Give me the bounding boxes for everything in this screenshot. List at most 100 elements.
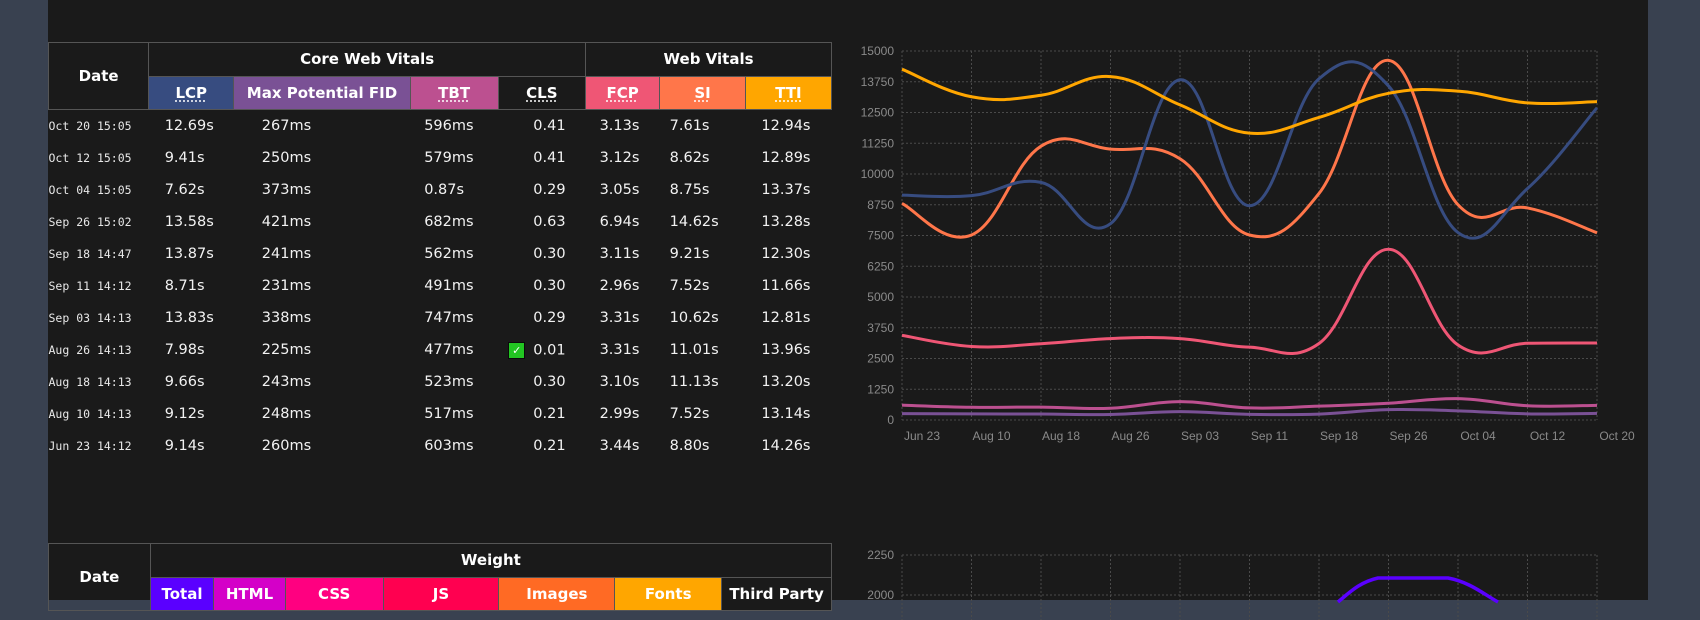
si-cell: 7.61s xyxy=(660,110,746,143)
cls-cell: 0.41 xyxy=(498,142,586,174)
weight-date-header[interactable]: Date xyxy=(49,544,151,611)
tbt-value: 491ms xyxy=(424,278,473,294)
tbt-value: 477ms xyxy=(424,342,473,358)
cls-cell: 0.41 xyxy=(498,110,586,143)
x-tick-label: Sep 18 xyxy=(1320,429,1358,443)
cls-value: 0.41 xyxy=(533,118,565,134)
cls-value: 0.30 xyxy=(533,246,565,262)
fcp-value: 3.31s xyxy=(600,342,640,358)
tti-cell: 11.66s xyxy=(745,270,831,302)
weight-column-header-html[interactable]: HTML xyxy=(214,577,286,611)
fcp-cell: 2.96s xyxy=(586,270,660,302)
date-cell: Sep 03 14:13 xyxy=(49,302,149,334)
column-header-cls[interactable]: CLS xyxy=(498,76,586,110)
lcp-value: 7.98s xyxy=(165,342,205,358)
x-tick-label: Sep 03 xyxy=(1181,429,1219,443)
tbt-value: 579ms xyxy=(424,150,473,166)
cls-cell: 0.29 xyxy=(498,302,586,334)
tbt-value: 517ms xyxy=(424,406,473,422)
tti-value: 13.14s xyxy=(761,406,810,422)
x-tick-label: Aug 26 xyxy=(1111,429,1149,443)
lcp-cell: 7.62s xyxy=(149,174,234,206)
lcp-value: 9.12s xyxy=(165,406,205,422)
x-tick-label: Sep 11 xyxy=(1251,429,1288,443)
fid-cell: 243ms xyxy=(234,366,410,398)
column-header-fcp[interactable]: FCP xyxy=(586,76,660,110)
si-cell: 14.62s xyxy=(660,206,746,238)
column-header-label: SI xyxy=(694,84,710,102)
cls-cell: 0.30 xyxy=(498,366,586,398)
fcp-value: 2.99s xyxy=(600,406,640,422)
fid-value: 373ms xyxy=(262,182,311,198)
tti-value: 12.94s xyxy=(761,118,810,134)
core-web-vitals-header: Core Web Vitals xyxy=(149,43,586,77)
y-tick-label: 12500 xyxy=(861,106,895,120)
date-cell: Oct 12 15:05 xyxy=(49,142,149,174)
weight-column-header-third-party[interactable]: Third Party xyxy=(722,577,832,611)
fcp-value: 6.94s xyxy=(600,214,640,230)
fid-cell: 267ms xyxy=(234,110,410,143)
tbt-cell: 579ms xyxy=(410,142,498,174)
y-tick-label: 1250 xyxy=(867,382,894,396)
cls-cell: 0.21 xyxy=(498,430,586,462)
fid-value: 267ms xyxy=(262,118,311,134)
tbt-cell: 596ms xyxy=(410,110,498,143)
fid-cell: 338ms xyxy=(234,302,410,334)
y-tick-label: 11250 xyxy=(862,136,895,150)
date-cell: Sep 11 14:12 xyxy=(49,270,149,302)
tti-cell: 13.20s xyxy=(745,366,831,398)
column-header-lcp[interactable]: LCP xyxy=(149,76,234,110)
x-tick-label: Oct 12 xyxy=(1530,429,1566,443)
cls-value: 0.29 xyxy=(533,310,565,326)
lcp-value: 8.71s xyxy=(165,278,205,294)
column-header-tti[interactable]: TTI xyxy=(745,76,831,110)
si-cell: 8.62s xyxy=(660,142,746,174)
column-header-max-potential-fid[interactable]: Max Potential FID xyxy=(234,76,410,110)
cls-cell: ✓0.01 xyxy=(498,334,586,366)
column-header-tbt[interactable]: TBT xyxy=(410,76,498,110)
fcp-cell: 6.94s xyxy=(586,206,660,238)
tbt-value: 596ms xyxy=(424,118,473,134)
x-tick-label: Oct 20 xyxy=(1599,429,1635,443)
weight-column-header-fonts[interactable]: Fonts xyxy=(615,577,722,611)
fcp-cell: 3.31s xyxy=(586,334,660,366)
column-header-si[interactable]: SI xyxy=(660,76,746,110)
tti-value: 12.81s xyxy=(761,310,810,326)
fcp-cell: 3.12s xyxy=(586,142,660,174)
y-tick-label: 3750 xyxy=(867,321,894,335)
date-cell: Oct 20 15:05 xyxy=(49,110,149,143)
weight-column-header-total[interactable]: Total xyxy=(150,577,213,611)
lcp-cell: 9.12s xyxy=(149,398,234,430)
tbt-value: 682ms xyxy=(424,214,473,230)
tti-value: 12.30s xyxy=(761,246,810,262)
tti-value: 13.28s xyxy=(761,214,810,230)
weight-column-header-css[interactable]: CSS xyxy=(285,577,383,611)
si-cell: 9.21s xyxy=(660,238,746,270)
cls-value: 0.63 xyxy=(533,214,565,230)
fid-cell: 241ms xyxy=(234,238,410,270)
fcp-value: 3.11s xyxy=(600,246,640,262)
check-icon: ✓ xyxy=(508,342,525,359)
cls-cell: 0.30 xyxy=(498,238,586,270)
tti-value: 14.26s xyxy=(761,438,810,454)
lcp-value: 9.41s xyxy=(165,150,205,166)
fcp-cell: 3.31s xyxy=(586,302,660,334)
date-header[interactable]: Date xyxy=(49,43,149,110)
tti-cell: 12.30s xyxy=(745,238,831,270)
weight-column-header-js[interactable]: JS xyxy=(383,577,499,611)
tti-value: 13.96s xyxy=(761,342,810,358)
fcp-value: 3.31s xyxy=(600,310,640,326)
cls-cell: 0.21 xyxy=(498,398,586,430)
lcp-cell: 13.83s xyxy=(149,302,234,334)
lcp-value: 9.14s xyxy=(165,438,205,454)
weight-column-header-images[interactable]: Images xyxy=(499,577,615,611)
tbt-cell: 682ms xyxy=(410,206,498,238)
lcp-cell: 9.41s xyxy=(149,142,234,174)
vitals-line-chart: 0125025003750500062507500875010000112501… xyxy=(850,30,1650,500)
